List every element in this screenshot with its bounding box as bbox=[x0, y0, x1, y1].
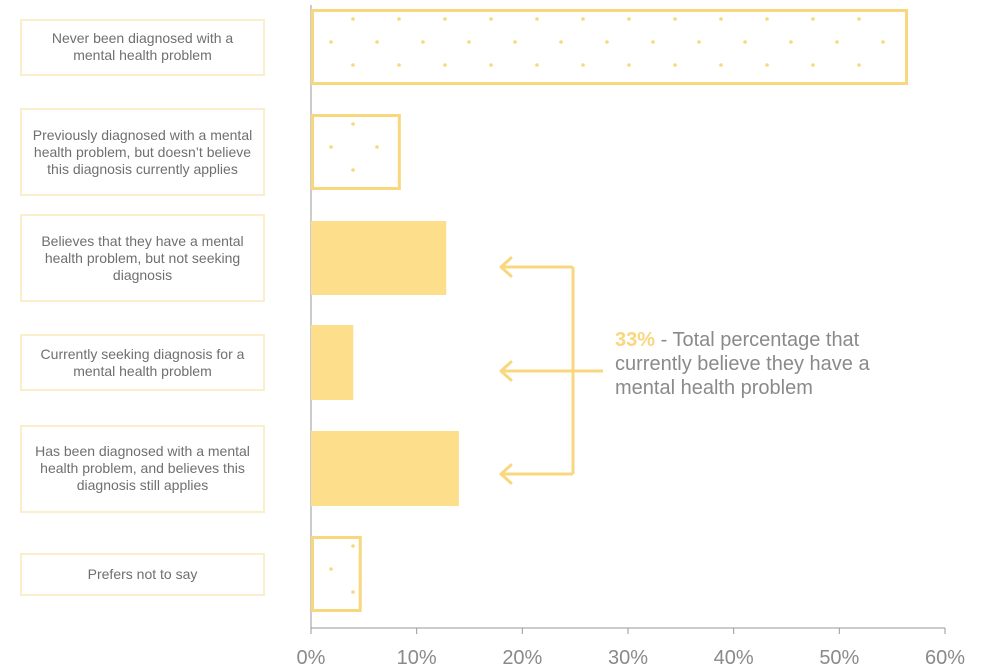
bar-dot bbox=[421, 40, 425, 44]
bar-dot bbox=[443, 63, 447, 67]
x-tick-label: 60% bbox=[925, 647, 965, 669]
annotation-percentage: 33% bbox=[615, 329, 656, 351]
chart-annotation: 33% - Total percentage that currently be… bbox=[615, 328, 915, 400]
bar bbox=[311, 431, 459, 506]
bar-dot bbox=[811, 63, 815, 67]
category-label-text: Never been diagnosed with a mental healt… bbox=[51, 30, 234, 63]
bar-dot bbox=[581, 17, 585, 21]
bar-dot bbox=[351, 590, 355, 594]
bar-dot bbox=[743, 40, 747, 44]
bar-dot bbox=[375, 145, 379, 149]
bar-dot bbox=[835, 40, 839, 44]
x-tick-label: 20% bbox=[502, 647, 542, 669]
category-label-text: Has been diagnosed with a mental health … bbox=[35, 443, 250, 493]
bar-dot bbox=[673, 63, 677, 67]
bar-dot bbox=[535, 17, 539, 21]
bar-dot bbox=[559, 40, 563, 44]
bar-dot bbox=[857, 63, 861, 67]
bar-dot bbox=[719, 63, 723, 67]
bar-dot bbox=[397, 17, 401, 21]
bar-dot bbox=[329, 145, 333, 149]
bar-dot bbox=[673, 17, 677, 21]
bar-dot bbox=[581, 63, 585, 67]
category-label-text: Believes that they have a mental health … bbox=[41, 232, 244, 283]
category-label: Previously diagnosed with a mental healt… bbox=[20, 108, 265, 196]
category-label: Never been diagnosed with a mental healt… bbox=[20, 18, 265, 76]
bar-dot bbox=[789, 40, 793, 44]
arrow-head-icon bbox=[499, 463, 513, 485]
category-label: Believes that they have a mental health … bbox=[20, 214, 265, 302]
bar-dot bbox=[811, 17, 815, 21]
bar-dot bbox=[627, 17, 631, 21]
annotation-text: - Total percentage that currently believ… bbox=[615, 329, 870, 399]
bar-dot bbox=[329, 567, 333, 571]
bar bbox=[311, 536, 362, 612]
bar-dot bbox=[351, 168, 355, 172]
x-tick-label: 10% bbox=[397, 647, 437, 669]
bar-dot bbox=[719, 17, 723, 21]
category-label: Currently seeking diagnosis for a mental… bbox=[20, 334, 265, 391]
bar-dot bbox=[765, 63, 769, 67]
arrow-head-icon bbox=[499, 256, 513, 278]
bar-dot bbox=[697, 40, 701, 44]
bar-dot bbox=[375, 40, 379, 44]
bar-dot bbox=[467, 40, 471, 44]
bar-dot bbox=[351, 17, 355, 21]
bar bbox=[311, 114, 401, 190]
bar-dot bbox=[329, 40, 333, 44]
category-label: Prefers not to say bbox=[20, 552, 265, 596]
bar-dot bbox=[489, 17, 493, 21]
x-tick-label: 50% bbox=[819, 647, 859, 669]
bar-dot bbox=[535, 63, 539, 67]
bar-dot bbox=[443, 17, 447, 21]
bar-dot bbox=[857, 17, 861, 21]
bar bbox=[311, 9, 909, 85]
category-label-text: Currently seeking diagnosis for a mental… bbox=[40, 345, 245, 379]
x-tick-label: 0% bbox=[297, 647, 326, 669]
category-label-text: Prefers not to say bbox=[87, 565, 198, 582]
bar bbox=[311, 221, 447, 295]
bar-dot bbox=[765, 17, 769, 21]
category-label-text: Previously diagnosed with a mental healt… bbox=[32, 126, 253, 177]
bar-dot bbox=[351, 122, 355, 126]
arrow-head-icon bbox=[499, 360, 513, 382]
bar-dot bbox=[489, 63, 493, 67]
bar-dot bbox=[351, 63, 355, 67]
bar-dot bbox=[513, 40, 517, 44]
bar-dot bbox=[397, 63, 401, 67]
bar-dot bbox=[651, 40, 655, 44]
x-tick-label: 40% bbox=[714, 647, 754, 669]
category-label: Has been diagnosed with a mental health … bbox=[20, 424, 265, 513]
bar-dot bbox=[627, 63, 631, 67]
bar-dot bbox=[351, 544, 355, 548]
bar-dot bbox=[881, 40, 885, 44]
bar bbox=[311, 325, 354, 400]
bar-dot bbox=[605, 40, 609, 44]
x-tick-label: 30% bbox=[608, 647, 648, 669]
